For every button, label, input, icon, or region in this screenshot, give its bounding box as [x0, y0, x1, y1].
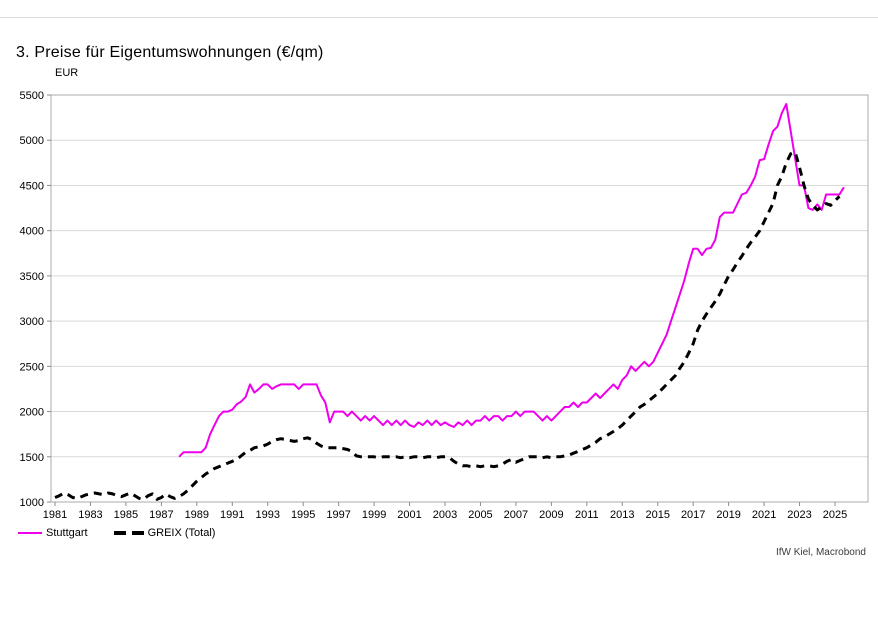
y-tick-label: 4500 — [20, 180, 44, 192]
plot-border — [50, 94, 869, 503]
y-axis-unit-label: EUR — [55, 67, 79, 79]
x-tick-label: 1999 — [362, 509, 386, 521]
source-attribution: IfW Kiel, Macrobond — [775, 547, 866, 558]
y-tick-label: 4000 — [20, 226, 44, 238]
x-tick-label: 1989 — [185, 509, 209, 521]
x-tick-label: 1991 — [220, 509, 244, 521]
x-tick-label: 2025 — [823, 509, 847, 521]
series-line-greix-total — [54, 150, 841, 501]
x-tick-label: 1995 — [291, 509, 315, 521]
x-tick-label: 2011 — [575, 509, 599, 521]
x-tick-label: 2009 — [539, 509, 563, 521]
stuttgart-line-swatch-icon — [18, 532, 42, 534]
legend-item-greix: GREIX (Total) — [113, 527, 216, 539]
chart-title: 3. Preise für Eigentumswohnungen (€/qm) — [16, 44, 324, 61]
price-line-chart: 1000 1500 2000 2500 3000 3500 4000 4500 5000 5500… — [20, 90, 869, 521]
x-tick-label: 1985 — [114, 509, 138, 521]
legend-item-stuttgart: Stuttgart — [18, 527, 88, 539]
x-tick-label: 2001 — [397, 509, 421, 521]
y-tick-label: 5500 — [20, 90, 44, 102]
x-tick-label: 2017 — [681, 509, 705, 521]
x-tick-label: 2003 — [433, 509, 457, 521]
chart-legend: Stuttgart GREIX (Total) — [18, 527, 215, 539]
y-tick-label: 3000 — [20, 316, 44, 328]
x-tick-label: 2013 — [610, 509, 634, 521]
top-divider — [0, 17, 878, 18]
x-tick-label: 1993 — [255, 509, 279, 521]
y-tick-label: 3500 — [20, 271, 44, 283]
y-tick-label: 1000 — [20, 497, 44, 509]
series-line-stuttgart — [178, 103, 845, 458]
x-tick-label: 1997 — [326, 509, 350, 521]
x-tick-label: 1987 — [149, 509, 173, 521]
x-tick-label: 2023 — [787, 509, 811, 521]
x-tick-label: 2015 — [645, 509, 669, 521]
x-tick-label: 2019 — [716, 509, 740, 521]
x-tick-label: 1983 — [78, 509, 102, 521]
x-tick-label: 2021 — [752, 509, 776, 521]
x-tick-label: 1981 — [43, 509, 67, 521]
x-tick-label: 2005 — [468, 509, 492, 521]
y-tick-label: 2500 — [20, 361, 44, 373]
legend-label-stuttgart: Stuttgart — [46, 527, 88, 539]
greix-dashed-swatch-icon — [113, 531, 144, 535]
y-tick-label: 1500 — [20, 452, 44, 464]
legend-label-greix: GREIX (Total) — [147, 527, 216, 539]
y-tick-label: 2000 — [20, 407, 44, 419]
x-tick-label: 2007 — [504, 509, 528, 521]
y-tick-label: 5000 — [20, 135, 44, 147]
